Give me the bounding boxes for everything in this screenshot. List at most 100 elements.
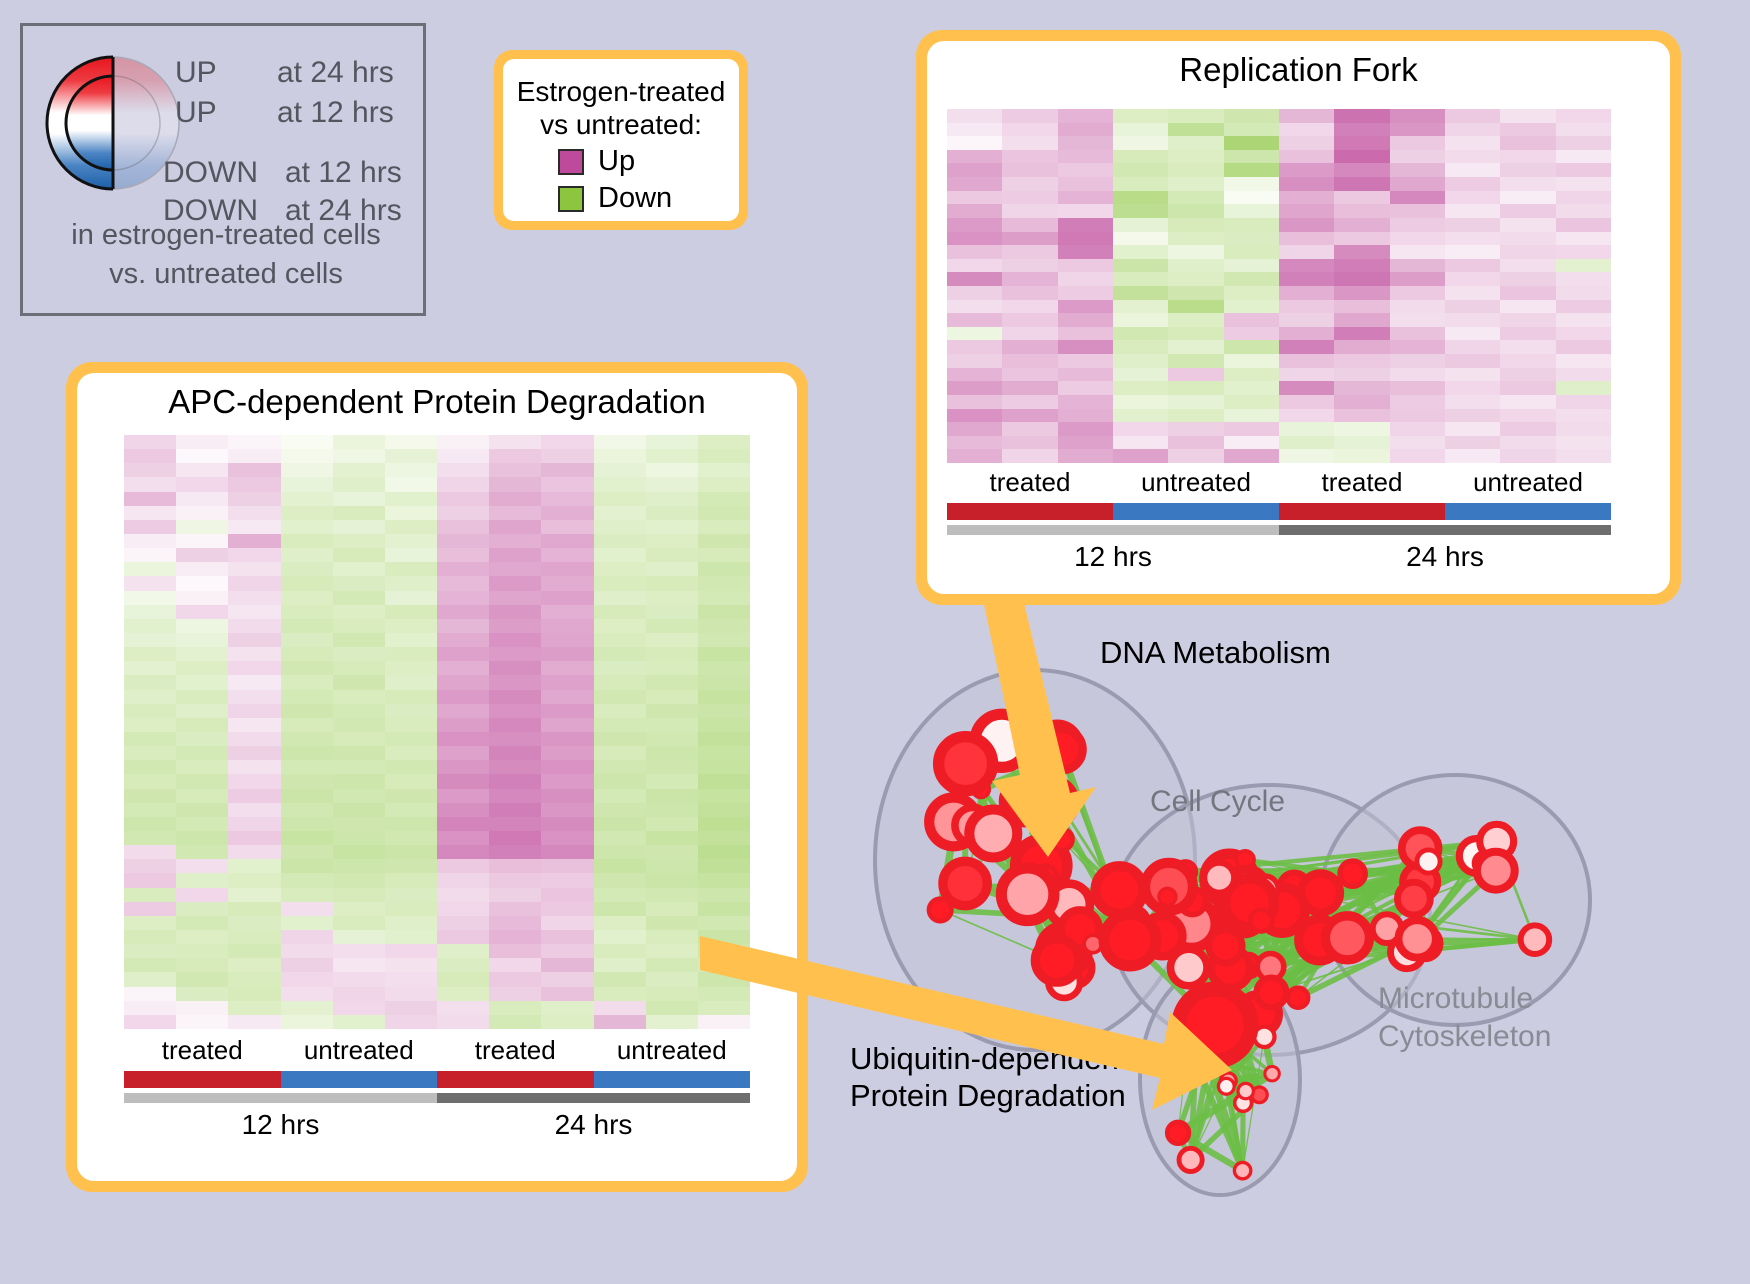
network-node[interactable] bbox=[1001, 868, 1054, 921]
heatmap-cell bbox=[646, 789, 698, 803]
heatmap-cell bbox=[594, 463, 646, 477]
heatmap-cell bbox=[489, 591, 541, 605]
heatmap-cell bbox=[333, 576, 385, 590]
heatmap-cell bbox=[1058, 245, 1113, 259]
heatmap-cell bbox=[489, 987, 541, 1001]
heatmap-cell bbox=[176, 732, 228, 746]
network-node[interactable] bbox=[1204, 863, 1234, 893]
heatmap-cell bbox=[437, 888, 489, 902]
heatmap-cell bbox=[646, 746, 698, 760]
heatmap-cell bbox=[281, 690, 333, 704]
heatmap-cell bbox=[646, 647, 698, 661]
heatmap-cell bbox=[333, 690, 385, 704]
heatmap-cell bbox=[176, 817, 228, 831]
heatmap-cell bbox=[437, 690, 489, 704]
heatmap-cell bbox=[228, 562, 280, 576]
heatmap-cell bbox=[124, 888, 176, 902]
heatmap-cell bbox=[1168, 286, 1223, 300]
network-node[interactable] bbox=[1265, 1067, 1279, 1081]
network-node[interactable] bbox=[943, 861, 987, 905]
network-node[interactable] bbox=[1234, 1162, 1250, 1178]
network-node[interactable] bbox=[1521, 925, 1550, 954]
heatmap-cell bbox=[176, 449, 228, 463]
network-node[interactable] bbox=[1325, 916, 1369, 960]
heatmap-cell bbox=[1445, 313, 1500, 327]
heatmap-cell bbox=[1334, 340, 1389, 354]
heatmap-cell bbox=[947, 327, 1002, 341]
heatmap-cell bbox=[281, 803, 333, 817]
heatmap-cell bbox=[1224, 354, 1279, 368]
heatmap-cell bbox=[1500, 204, 1555, 218]
network-node[interactable] bbox=[1340, 861, 1365, 886]
heatmap-cell bbox=[1002, 313, 1057, 327]
network-node[interactable] bbox=[1096, 866, 1144, 914]
heatmap-cell bbox=[124, 1001, 176, 1015]
heatmap-cell bbox=[1113, 354, 1168, 368]
heatmap-cell bbox=[1224, 409, 1279, 423]
heatmap-cell bbox=[1224, 436, 1279, 450]
heatmap-cell bbox=[1224, 272, 1279, 286]
heatmap-cell bbox=[1334, 191, 1389, 205]
network-node[interactable] bbox=[1179, 1148, 1202, 1171]
network-node[interactable] bbox=[1417, 850, 1440, 873]
heatmap-cell bbox=[1556, 204, 1611, 218]
heatmap-cell bbox=[437, 1015, 489, 1029]
heatmap-cell bbox=[1445, 422, 1500, 436]
heatmap-cell bbox=[1500, 109, 1555, 123]
timepoint-bar-segment bbox=[124, 1093, 437, 1103]
heatmap-cell bbox=[1334, 300, 1389, 314]
heatmap-cell bbox=[646, 1001, 698, 1015]
heatmap-cell bbox=[1113, 177, 1168, 191]
heatmap-cell bbox=[1334, 150, 1389, 164]
heatmap-cell bbox=[333, 916, 385, 930]
network-node[interactable] bbox=[929, 899, 951, 921]
heatmap-cell bbox=[947, 191, 1002, 205]
heatmap-cell bbox=[1279, 449, 1334, 463]
key-time-down-12: at 12 hrs bbox=[285, 156, 402, 190]
heatmap-cell bbox=[1113, 272, 1168, 286]
heatmap-cell bbox=[1556, 354, 1611, 368]
heatmap-cell bbox=[947, 177, 1002, 191]
network-node[interactable] bbox=[1288, 988, 1308, 1008]
heatmap-cell bbox=[1390, 150, 1445, 164]
heatmap-cell bbox=[1058, 395, 1113, 409]
network-node[interactable] bbox=[1477, 852, 1515, 890]
heatmap-cell bbox=[646, 859, 698, 873]
heatmap-apc bbox=[124, 435, 750, 1029]
network-node[interactable] bbox=[1398, 882, 1431, 915]
heatmap-cell bbox=[124, 817, 176, 831]
heatmap-cell bbox=[489, 732, 541, 746]
heatmap-cell bbox=[1445, 409, 1500, 423]
heatmap-cell bbox=[698, 789, 750, 803]
heatmap-cell bbox=[646, 958, 698, 972]
sample-group-label: treated bbox=[947, 467, 1113, 498]
network-node[interactable] bbox=[1257, 978, 1287, 1008]
heatmap-cell bbox=[594, 506, 646, 520]
network-node[interactable] bbox=[1159, 888, 1176, 905]
heatmap-cell bbox=[385, 605, 437, 619]
heatmap-cell bbox=[1224, 109, 1279, 123]
heatmap-cell bbox=[437, 534, 489, 548]
heatmap-cell bbox=[333, 789, 385, 803]
heatmap-cell bbox=[594, 704, 646, 718]
heatmap-cell bbox=[124, 449, 176, 463]
heatmap-cell bbox=[385, 718, 437, 732]
heatmap-cell bbox=[1058, 327, 1113, 341]
heatmap-cell bbox=[385, 789, 437, 803]
heatmap-cell bbox=[385, 675, 437, 689]
heatmap-cell bbox=[646, 506, 698, 520]
network-node[interactable] bbox=[1399, 920, 1436, 957]
heatmap-cell bbox=[228, 859, 280, 873]
heatmap-cell bbox=[176, 1015, 228, 1029]
down-label: Down bbox=[598, 182, 684, 215]
heatmap-cell bbox=[594, 845, 646, 859]
heatmap-cell bbox=[437, 732, 489, 746]
heatmap-cell bbox=[124, 548, 176, 562]
heatmap-cell bbox=[541, 859, 593, 873]
legend-item-up: Up bbox=[503, 145, 739, 178]
network-node[interactable] bbox=[1167, 1122, 1189, 1144]
heatmap-cell bbox=[333, 1015, 385, 1029]
heatmap-cell bbox=[1224, 123, 1279, 137]
